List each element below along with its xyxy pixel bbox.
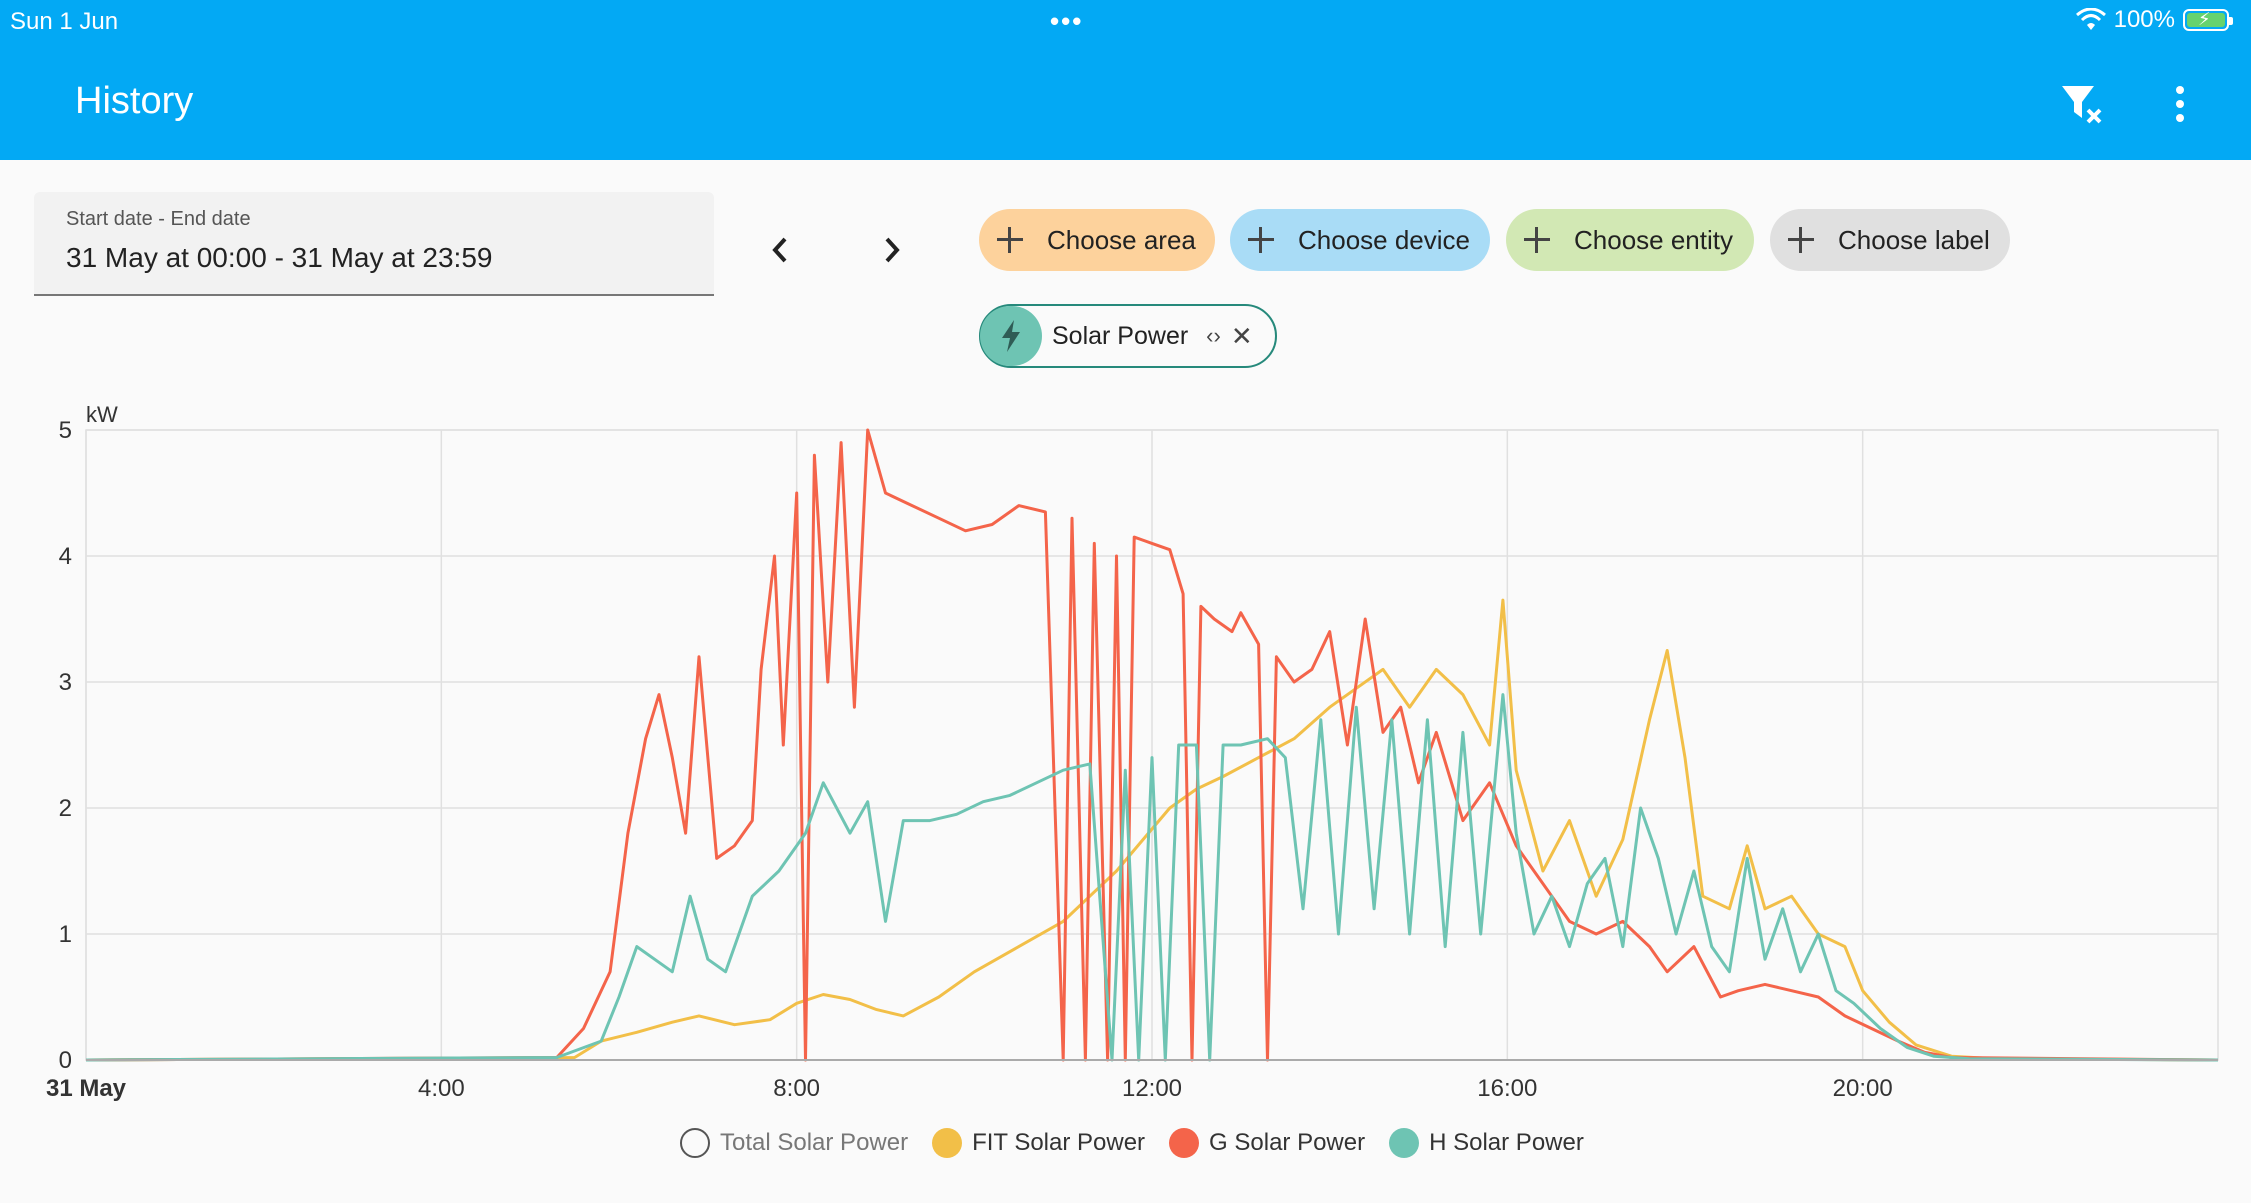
legend-label: G Solar Power bbox=[1209, 1129, 1366, 1156]
legend-item[interactable]: FIT Solar Power bbox=[932, 1128, 1145, 1158]
filter-remove-icon bbox=[2062, 86, 2102, 124]
legend-label: Total Solar Power bbox=[720, 1129, 909, 1156]
plus-icon bbox=[1522, 225, 1552, 255]
plus-icon bbox=[995, 225, 1025, 255]
dots-vertical-icon bbox=[2176, 86, 2184, 122]
flash-icon bbox=[1002, 320, 1020, 352]
selected-target-label: Solar Power bbox=[1052, 321, 1189, 350]
date-range-value: 31 May at 00:00 - 31 May at 23:59 bbox=[66, 242, 493, 273]
remove-target-icon[interactable]: ✕ bbox=[1230, 320, 1253, 351]
choose-device-label: Choose device bbox=[1298, 224, 1470, 255]
x-tick-label: 4:00 bbox=[418, 1075, 465, 1102]
x-tick-label: 16:00 bbox=[1477, 1075, 1537, 1102]
legend-label: FIT Solar Power bbox=[972, 1129, 1146, 1156]
legend-swatch bbox=[1389, 1128, 1420, 1158]
legend-swatch bbox=[680, 1128, 710, 1158]
x-tick-label: 12:00 bbox=[1122, 1075, 1182, 1102]
status-bar: Sun 1 Jun ••• 100% ⚡ bbox=[0, 0, 2251, 46]
clear-filter-button[interactable] bbox=[2054, 76, 2110, 132]
choose-entity-chip[interactable]: Choose entity bbox=[1506, 209, 1754, 271]
multitasking-dots[interactable]: ••• bbox=[1050, 6, 1084, 36]
app-bar: History bbox=[0, 46, 2251, 160]
choose-area-chip[interactable]: Choose area bbox=[979, 209, 1215, 271]
x-tick-label: 8:00 bbox=[773, 1075, 820, 1102]
battery-percent: 100% bbox=[2113, 6, 2175, 33]
y-tick-label: 3 bbox=[59, 669, 72, 696]
chart-legend: Total Solar Power FIT Solar Power G Solar … bbox=[680, 1128, 1584, 1158]
choose-label-label: Choose label bbox=[1838, 224, 1990, 255]
chart-series bbox=[85, 428, 2219, 1062]
choose-area-label: Choose area bbox=[1047, 224, 1196, 255]
status-date: Sun 1 Jun bbox=[10, 8, 119, 35]
y-tick-label: 1 bbox=[59, 921, 72, 948]
choose-device-chip[interactable]: Choose device bbox=[1230, 209, 1490, 271]
plus-icon bbox=[1786, 225, 1816, 255]
y-tick-label: 0 bbox=[59, 1047, 72, 1074]
series-line-g-solar-power bbox=[85, 428, 2219, 1062]
legend-swatch bbox=[1169, 1128, 1200, 1158]
next-period-button[interactable] bbox=[862, 220, 922, 280]
series-line-fit-solar-power bbox=[85, 598, 2219, 1062]
x-tick-label: 20:00 bbox=[1833, 1075, 1893, 1102]
status-right: 100% ⚡ bbox=[2075, 6, 2233, 34]
chart-grid bbox=[85, 429, 2219, 1061]
page-title: History bbox=[75, 80, 194, 122]
chart-axes: 0 1 2 3 4 5 kW 31 May 4:00 8:00 12:00 16:00 20:00 bbox=[46, 402, 2218, 1102]
plus-icon bbox=[1246, 225, 1276, 255]
x-tick-label: 31 May bbox=[46, 1075, 127, 1102]
y-tick-label: 2 bbox=[59, 795, 72, 822]
choose-entity-label: Choose entity bbox=[1574, 224, 1733, 255]
expand-icon[interactable]: ‹› bbox=[1206, 323, 1221, 348]
selected-target-chip[interactable]: Solar Power ‹› ✕ bbox=[979, 304, 1277, 368]
legend-item[interactable]: H Solar Power bbox=[1389, 1128, 1584, 1158]
date-range-picker[interactable]: Start date - End date 31 May at 00:00 - … bbox=[34, 192, 714, 296]
legend-item[interactable]: G Solar Power bbox=[1169, 1128, 1365, 1158]
overflow-menu-button[interactable] bbox=[2152, 76, 2208, 132]
wifi-icon bbox=[2075, 8, 2106, 30]
battery-icon: ⚡ bbox=[2183, 9, 2233, 31]
previous-period-button[interactable] bbox=[750, 220, 810, 280]
legend-swatch bbox=[932, 1128, 963, 1158]
series-line-h-solar-power bbox=[85, 693, 2219, 1062]
y-unit-label: kW bbox=[86, 402, 118, 427]
target-avatar bbox=[980, 306, 1042, 366]
choose-label-chip[interactable]: Choose label bbox=[1770, 209, 2010, 271]
history-chart: 0 1 2 3 4 5 kW 31 May 4:00 8:00 12:00 16:00 20:00 bbox=[46, 402, 2219, 1102]
date-range-label: Start date - End date bbox=[66, 208, 251, 230]
legend-label: H Solar Power bbox=[1429, 1129, 1584, 1156]
chevron-left-icon bbox=[772, 237, 787, 263]
y-tick-label: 5 bbox=[59, 417, 72, 444]
legend-item[interactable]: Total Solar Power bbox=[680, 1128, 908, 1158]
y-tick-label: 4 bbox=[59, 543, 72, 570]
chevron-right-icon bbox=[885, 237, 900, 263]
